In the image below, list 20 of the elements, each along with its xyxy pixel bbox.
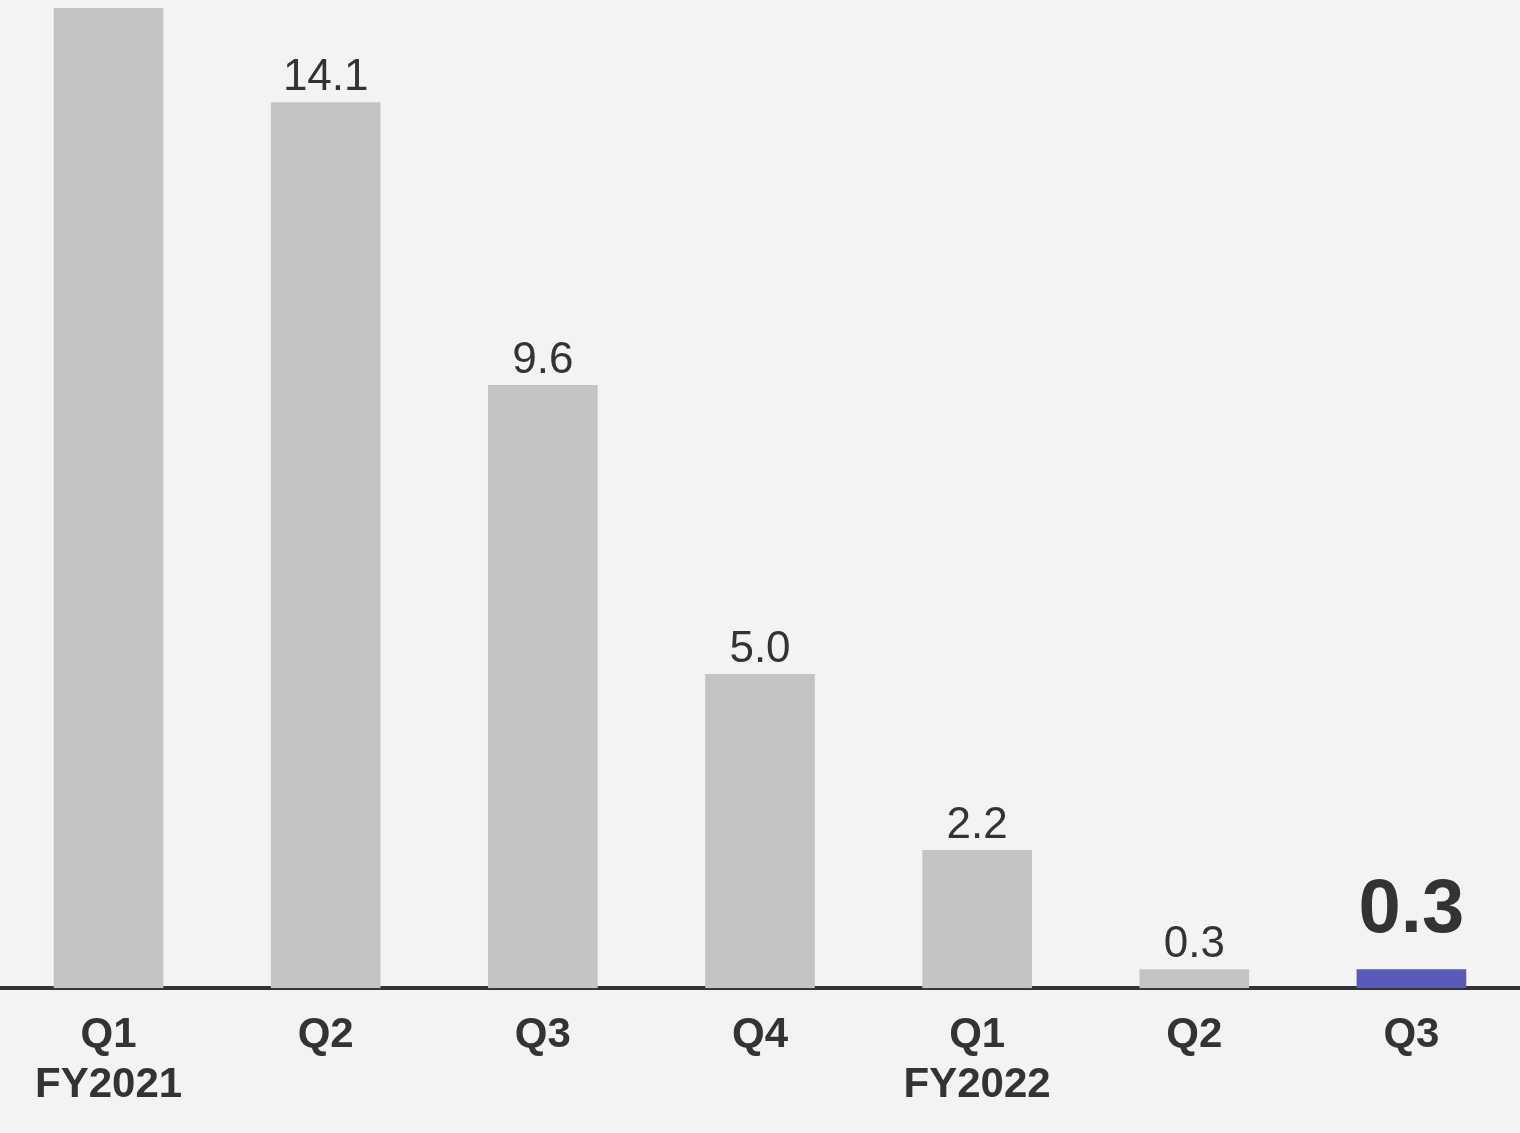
data-label: 5.0: [729, 622, 791, 672]
x-tick-label: Q2: [297, 1008, 354, 1056]
data-label: 14.1: [282, 50, 369, 100]
x-tick-label: Q4: [731, 1008, 789, 1056]
x-tick-label: Q3: [514, 1008, 571, 1056]
bar: [705, 674, 815, 989]
x-tick-label: Q2: [1166, 1008, 1223, 1056]
bar: [488, 385, 598, 989]
bar: [1139, 969, 1250, 989]
x-tick-label: Q1 FY2021: [35, 1008, 183, 1107]
x-tick-label: Q3: [1383, 1008, 1440, 1056]
data-label: 9.6: [512, 333, 574, 383]
data-label: 2.2: [946, 798, 1008, 848]
bar: [270, 102, 381, 989]
bar: [922, 849, 1032, 989]
x-tick-label: Q1 FY2022: [903, 1008, 1051, 1107]
bar: [1356, 969, 1467, 989]
data-label: 0.3: [1358, 863, 1465, 949]
bar: [53, 8, 164, 989]
data-label: 0.3: [1163, 917, 1225, 967]
